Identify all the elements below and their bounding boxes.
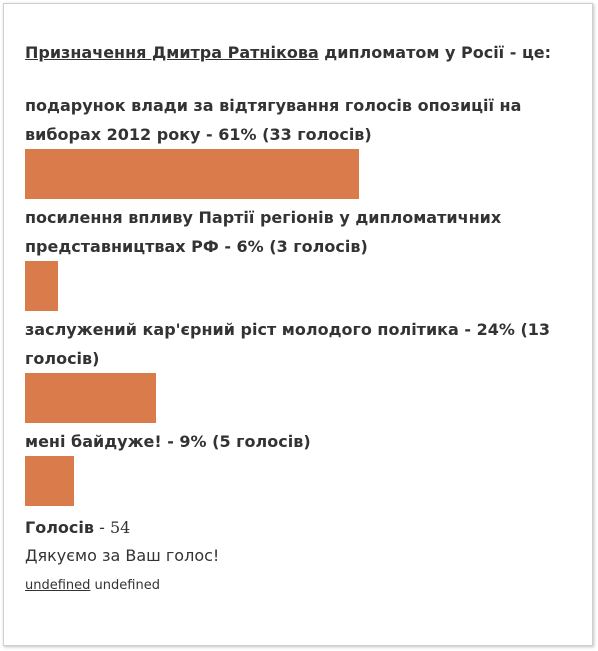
answer-bar <box>25 456 74 506</box>
question-link[interactable]: Призначення Дмитра Ратнікова <box>25 43 319 62</box>
answer-list: подарунок влади за відтягування голосів … <box>25 91 577 506</box>
total-value: 54 <box>109 518 131 537</box>
answer-label: посилення впливу Партії регіонів у дипло… <box>25 208 502 256</box>
vote-total: Голосів - 54 <box>25 516 577 540</box>
thanks-message: Дякуємо за Ваш голос! <box>25 546 220 565</box>
answer-label: заслужений кар'єрний ріст молодого політ… <box>25 320 551 368</box>
total-label: Голосів <box>25 518 94 537</box>
question-text: дипломатом у Росії - це: <box>318 43 552 62</box>
poll-widget: Призначення Дмитра Ратнікова дипломатом … <box>3 3 593 646</box>
answer-item: подарунок влади за відтягування голосів … <box>25 91 577 199</box>
poll-footer: undefined undefined <box>25 576 577 596</box>
footer-text: undefined <box>90 578 160 593</box>
poll-question: Призначення Дмитра Ратнікова дипломатом … <box>25 42 577 64</box>
answer-item: посилення впливу Партії регіонів у дипло… <box>25 203 577 311</box>
answer-label: мені байдуже! - 9% (5 голосів) <box>25 432 311 451</box>
answer-item: мені байдуже! - 9% (5 голосів) <box>25 427 577 506</box>
answer-item: заслужений кар'єрний ріст молодого політ… <box>25 315 577 423</box>
footer-link[interactable]: undefined <box>25 578 91 593</box>
answer-bar <box>25 373 156 423</box>
answer-label: подарунок влади за відтягування голосів … <box>25 96 522 144</box>
answer-bar <box>25 149 359 199</box>
answer-bar <box>25 261 58 311</box>
total-separator: - <box>94 518 110 537</box>
poll-content: Призначення Дмитра Ратнікова дипломатом … <box>25 42 577 596</box>
